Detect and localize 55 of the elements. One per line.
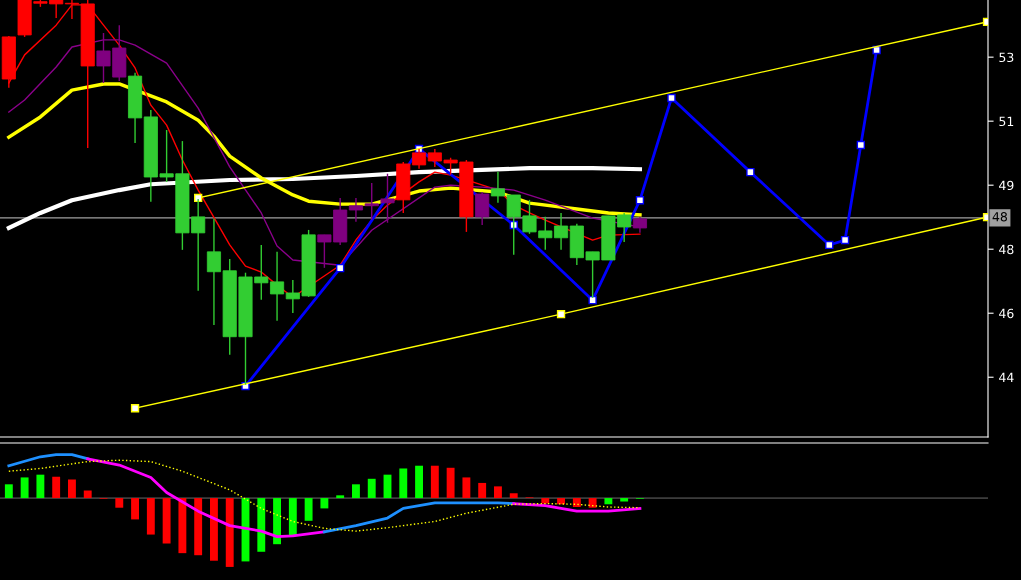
point xyxy=(825,240,834,250)
bar xyxy=(225,498,234,567)
bar xyxy=(36,474,45,499)
bar xyxy=(336,495,345,499)
bar xyxy=(146,498,155,535)
bar xyxy=(557,498,565,505)
y-tick-label: 49 xyxy=(999,180,1014,191)
y-tick-label: 44 xyxy=(999,372,1014,382)
bar xyxy=(68,479,76,499)
bar xyxy=(478,482,487,499)
bar xyxy=(210,498,218,561)
point xyxy=(556,310,566,319)
bar xyxy=(52,476,61,499)
point xyxy=(667,93,676,103)
bar xyxy=(83,490,92,499)
bar xyxy=(288,498,297,536)
bar xyxy=(178,498,187,554)
bar xyxy=(430,465,439,499)
bar xyxy=(509,493,518,499)
bar xyxy=(320,498,329,509)
bar xyxy=(604,498,613,505)
bar xyxy=(367,478,376,499)
bar xyxy=(588,498,597,508)
candlestick xyxy=(475,191,490,226)
point xyxy=(130,404,140,413)
y-tick-label: 51 xyxy=(999,116,1014,127)
point xyxy=(840,235,850,245)
bar xyxy=(399,468,408,499)
y-tick-label: 48 xyxy=(999,244,1014,255)
point xyxy=(746,167,755,177)
bar xyxy=(541,498,550,504)
bar xyxy=(162,498,171,544)
y-tick-label: 53 xyxy=(999,52,1014,63)
bar xyxy=(352,484,360,499)
bar xyxy=(4,484,13,499)
bar xyxy=(415,465,423,499)
candlestick xyxy=(380,173,395,224)
bar xyxy=(131,498,139,520)
bar xyxy=(273,498,281,545)
bar xyxy=(494,486,502,499)
point xyxy=(336,263,345,273)
bar xyxy=(572,498,581,508)
point xyxy=(635,196,645,205)
bar xyxy=(620,498,629,502)
bar xyxy=(462,477,471,499)
ref-line-label: 48 xyxy=(992,212,1007,222)
point xyxy=(588,295,597,305)
y-tick-label: 46 xyxy=(999,308,1014,319)
bar xyxy=(115,498,124,508)
bar xyxy=(304,498,313,521)
bar xyxy=(257,498,266,552)
bar xyxy=(446,467,455,499)
point xyxy=(856,140,865,150)
bar xyxy=(194,498,203,556)
bar xyxy=(20,477,29,499)
